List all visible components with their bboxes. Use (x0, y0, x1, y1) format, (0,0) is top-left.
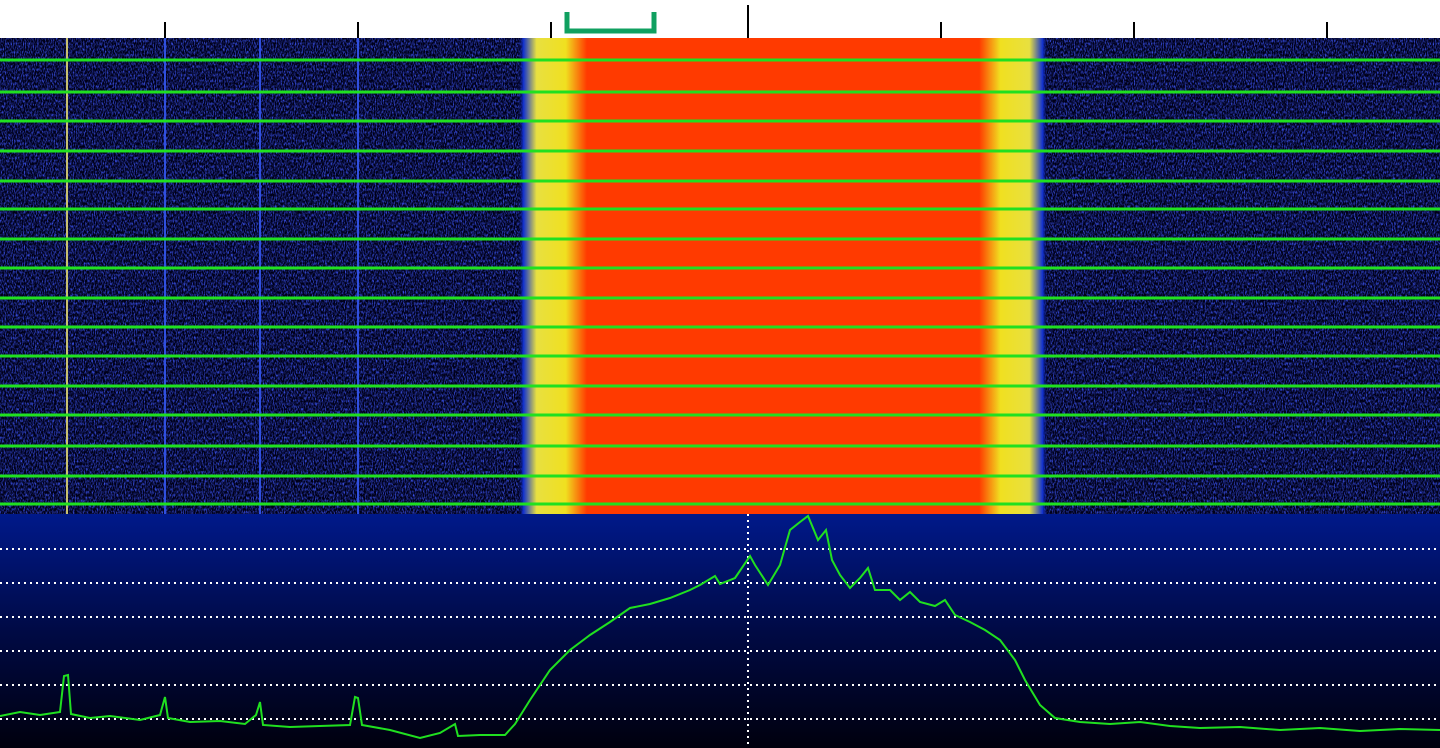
ruler (0, 0, 1440, 38)
signal-band (518, 38, 1048, 514)
spectrum[interactable] (0, 514, 1440, 748)
ruler-ticks (164, 5, 1328, 38)
carriers (66, 38, 359, 514)
spectrum-grid (0, 514, 1440, 748)
spectrum-trace (0, 514, 1440, 740)
timestamp-lines (0, 58, 1440, 506)
passband-marker[interactable] (564, 12, 657, 34)
